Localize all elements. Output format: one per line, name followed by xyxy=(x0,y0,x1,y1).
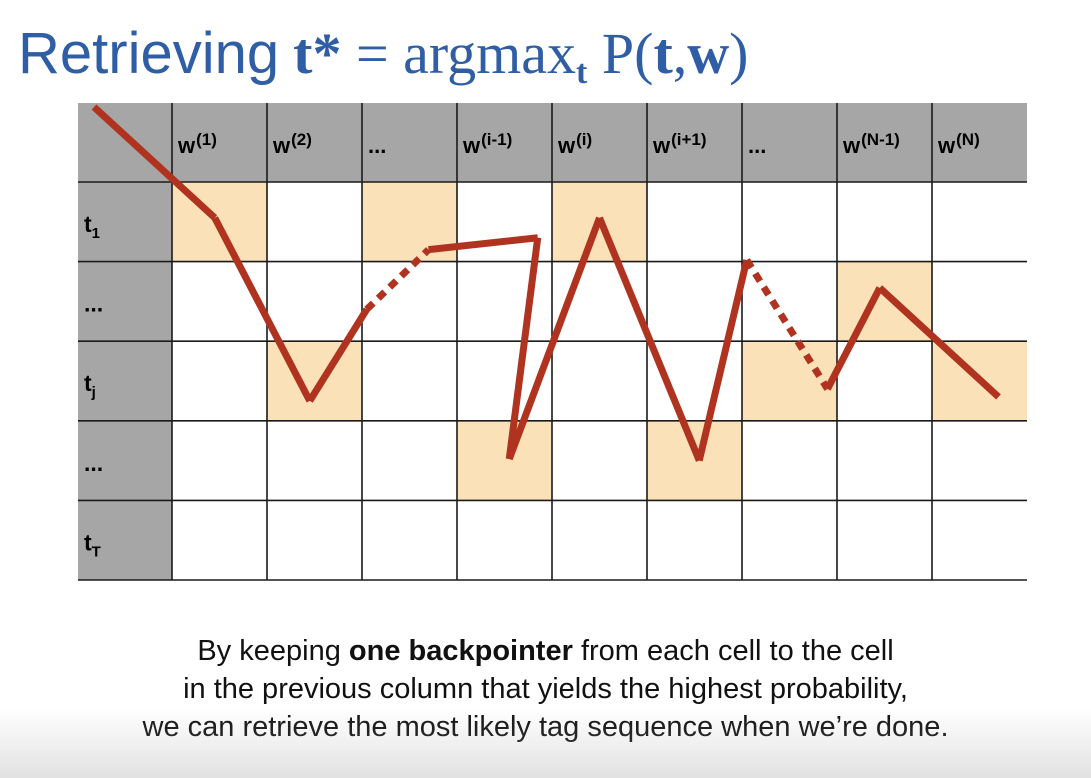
slide-title: Retrieving t* = argmaxt P(t,w) xyxy=(18,14,748,94)
path-segment xyxy=(211,216,313,403)
caption-line-3: we can retrieve the most likely tag sequ… xyxy=(142,711,949,743)
row-label: tj xyxy=(84,370,96,401)
column-label: ... xyxy=(368,133,386,158)
column-label: w(N) xyxy=(937,130,980,158)
column-label: w(i-1) xyxy=(462,130,512,158)
title-variable: t* xyxy=(293,21,342,86)
column-labels: w(1) w(2)... w(i-1) w(i) w(i+1)... w(N-1) w(N) xyxy=(177,130,980,158)
caption-line-2: in the previous column that yields the h… xyxy=(183,673,908,705)
path-segment xyxy=(91,104,218,221)
highlighted-cell xyxy=(837,261,932,342)
title-arg-w: w xyxy=(687,21,730,86)
path-segment xyxy=(824,286,883,391)
title-subscript: t xyxy=(576,54,588,91)
title-prefix: Retrieving xyxy=(18,21,280,86)
highlighted-cell xyxy=(742,341,837,421)
column-label: w(N-1) xyxy=(842,130,900,158)
path-segment xyxy=(877,285,1001,400)
path-segment xyxy=(306,307,370,403)
row-label: tT xyxy=(84,529,101,560)
title-arg-t: t xyxy=(653,21,673,86)
row-label: t1 xyxy=(84,211,100,242)
path-segment xyxy=(505,216,603,461)
path-segment xyxy=(596,216,703,462)
slide-caption: By keeping one backpointer from each cel… xyxy=(0,632,1091,746)
column-label: w(i+1) xyxy=(652,130,707,158)
title-function: P( xyxy=(587,21,654,86)
title-close-paren: ) xyxy=(729,21,749,86)
row-label: ... xyxy=(84,450,103,476)
path-segment xyxy=(505,237,542,460)
path-segment xyxy=(428,234,539,254)
column-label: w(2) xyxy=(272,130,312,158)
column-label: w(1) xyxy=(177,130,217,158)
highlighted-cell xyxy=(647,420,742,501)
backpointer-path xyxy=(91,104,1001,462)
viterbi-lattice: w(1) w(2)... w(i-1) w(i) w(i+1)... w(N-1) w(N)… xyxy=(78,103,1027,581)
column-label: w(i) xyxy=(557,130,592,158)
title-comma: , xyxy=(672,21,688,86)
row-label: ... xyxy=(84,291,103,317)
path-segment xyxy=(695,259,751,462)
path-segment-dotted xyxy=(364,247,431,312)
row-labels: t1... tj... tT xyxy=(84,211,103,560)
highlighted-cell xyxy=(457,420,552,501)
column-label: ... xyxy=(748,133,766,158)
caption-line-1: By keeping one backpointer from each cel… xyxy=(197,635,894,667)
caption-emphasis: one backpointer xyxy=(348,635,573,667)
title-equals-argmax: = argmax xyxy=(341,21,577,86)
